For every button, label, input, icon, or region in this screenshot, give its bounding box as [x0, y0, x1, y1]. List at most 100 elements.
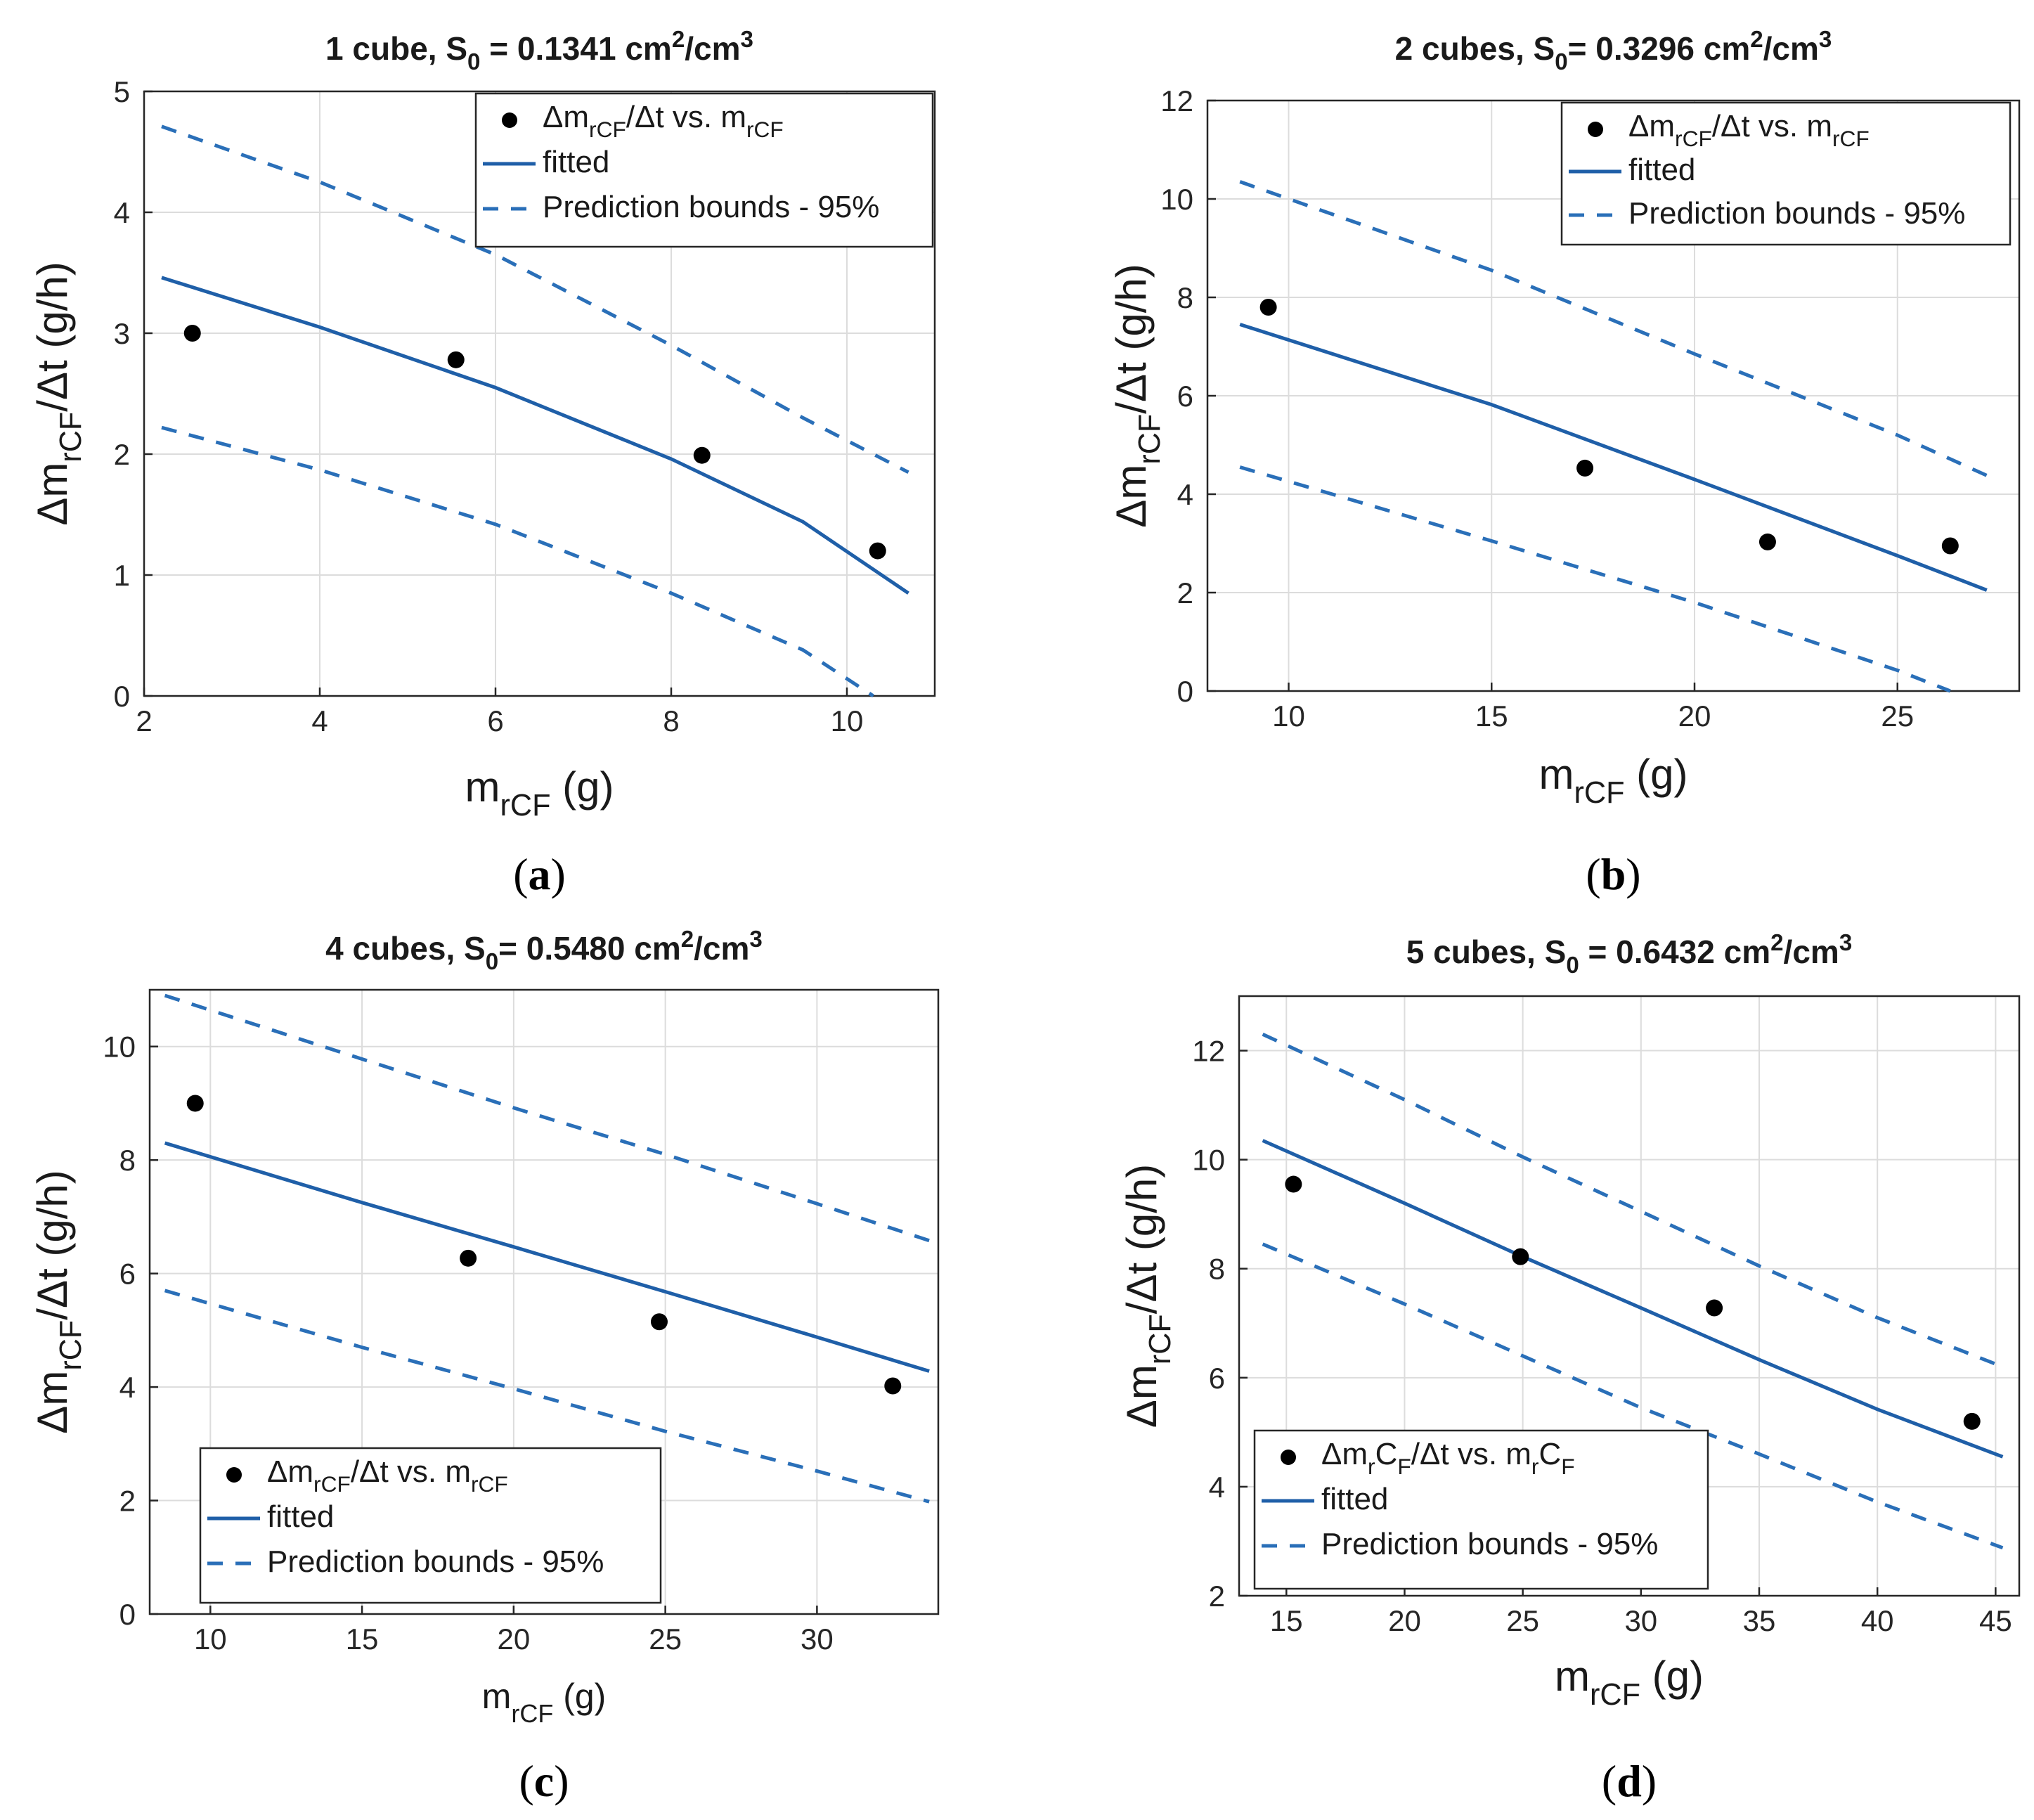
- upper-prediction-bound: [161, 124, 909, 475]
- legend-box: [474, 92, 934, 248]
- lower-prediction-bound: [161, 425, 874, 698]
- axes-box: [143, 90, 936, 697]
- chart-title: 1 cube, S0 = 0.1341 cm2/cm3: [325, 27, 753, 75]
- lower-prediction-bound: [164, 1289, 930, 1504]
- x-tick-label: 4: [311, 704, 328, 737]
- fitted-line: [161, 276, 909, 595]
- y-axis-label: ΔmrCF/Δt (g/h): [29, 262, 88, 525]
- y-tick-label: 4: [114, 196, 130, 229]
- y-tick-label: 8: [1177, 281, 1193, 314]
- data-point: [1576, 459, 1594, 477]
- data-point: [650, 1313, 668, 1331]
- lower-prediction-bound: [1239, 465, 1951, 693]
- panel-label: (b): [1586, 849, 1640, 899]
- y-tick-label: 1: [114, 559, 130, 592]
- data-point: [869, 542, 886, 560]
- axes-box: [148, 988, 940, 1615]
- x-tick-label: 15: [1475, 699, 1508, 732]
- legend-box: [1560, 101, 2012, 246]
- y-tick-label: 6: [1177, 380, 1193, 413]
- x-tick-label: 15: [1270, 1604, 1303, 1637]
- legend-label-bounds: Prediction bounds - 95%: [267, 1544, 604, 1579]
- upper-prediction-bound: [1262, 1033, 2004, 1369]
- y-axis-label: ΔmrCF/Δt (g/h): [29, 1170, 88, 1433]
- x-tick-label: 25: [1506, 1604, 1539, 1637]
- data-point: [1259, 299, 1277, 316]
- legend-label-fit: fitted: [1321, 1482, 1388, 1516]
- y-tick-label: 0: [1177, 675, 1193, 708]
- y-tick-label: 2: [114, 438, 130, 471]
- y-tick-label: 10: [103, 1031, 136, 1064]
- x-tick-label: 30: [801, 1622, 834, 1656]
- legend-marker-points: [1281, 1450, 1296, 1465]
- axes-box: [1238, 995, 2021, 1597]
- panel-label: (d): [1602, 1756, 1657, 1806]
- panel-c: 10 15 20 25 30 0 2 4 6 8 10 4 cubes, S0= 0.5480 cm2…: [29, 927, 940, 1806]
- y-axis-label: ΔmrCF/Δt (g/h): [1118, 1164, 1177, 1428]
- y-tick-label: 4: [1177, 478, 1193, 511]
- data-point: [460, 1249, 477, 1267]
- x-tick-label: 10: [194, 1622, 227, 1656]
- panel-label: (c): [519, 1756, 569, 1806]
- y-tick-label: 10: [1160, 183, 1193, 216]
- data-point: [1512, 1248, 1529, 1265]
- chart-title: 4 cubes, S0= 0.5480 cm2/cm3: [325, 927, 763, 975]
- legend-label-points: ΔmrCF/Δt vs. mrCF: [1321, 1437, 1575, 1479]
- legend-box: [1253, 1429, 1709, 1590]
- x-tick-label: 20: [1388, 1604, 1421, 1637]
- x-tick-label: 6: [487, 704, 503, 737]
- panel-b: 10 15 20 25 0 2 4 6 8 10 12 2 cubes, S0= 0.3296 cm2…: [1108, 27, 2021, 899]
- panel-a: 2 4 6 8 10 0 1 2 3 4 5 1 cube, S0 = 0.1341 cm2/cm3 m…: [29, 27, 936, 899]
- legend-label-points: ΔmrCF/Δt vs. mrCF: [543, 100, 784, 142]
- x-axis-label: mrCF (g): [482, 1677, 607, 1728]
- x-axis-label: mrCF (g): [1539, 751, 1688, 810]
- upper-prediction-bound: [1239, 180, 1988, 477]
- x-tick-label: 10: [831, 704, 864, 737]
- y-tick-label: 6: [1209, 1362, 1225, 1395]
- data-point: [884, 1377, 902, 1395]
- x-tick-label: 8: [663, 704, 679, 737]
- legend-marker-points: [502, 112, 517, 128]
- x-tick-label: 10: [1272, 699, 1305, 732]
- legend-label-bounds: Prediction bounds - 95%: [543, 190, 879, 224]
- legend-box: [199, 1447, 662, 1604]
- x-tick-label: 25: [649, 1622, 682, 1656]
- legend-marker-points: [226, 1467, 242, 1483]
- data-point: [447, 351, 465, 368]
- legend-label-fit: fitted: [1628, 153, 1695, 187]
- data-point: [1706, 1299, 1723, 1317]
- legend-label-fit: fitted: [543, 145, 609, 179]
- y-tick-label: 4: [119, 1371, 136, 1404]
- y-tick-label: 8: [1209, 1253, 1225, 1286]
- x-tick-label: 30: [1624, 1604, 1657, 1637]
- data-point: [183, 325, 201, 342]
- data-point: [1758, 533, 1776, 550]
- y-tick-label: 8: [119, 1144, 136, 1177]
- x-axis-label: mrCF (g): [1555, 1653, 1704, 1712]
- legend-label-points: ΔmrCF/Δt vs. mrCF: [1628, 109, 1870, 151]
- x-tick-label: 15: [346, 1622, 379, 1656]
- data-point: [1963, 1412, 1981, 1430]
- x-tick-label: 2: [136, 704, 152, 737]
- data-point: [693, 446, 711, 464]
- fitted-line: [1239, 323, 1988, 592]
- x-tick-label: 40: [1861, 1604, 1894, 1637]
- x-tick-label: 20: [497, 1622, 530, 1656]
- legend-label-bounds: Prediction bounds - 95%: [1321, 1527, 1658, 1561]
- y-tick-label: 10: [1192, 1144, 1225, 1177]
- legend-label-points: ΔmrCF/Δt vs. mrCF: [267, 1454, 508, 1497]
- y-tick-label: 4: [1209, 1471, 1225, 1504]
- upper-prediction-bound: [164, 993, 930, 1243]
- x-tick-label: 20: [1678, 699, 1711, 732]
- legend-label-fit: fitted: [267, 1499, 334, 1534]
- y-tick-label: 2: [1209, 1580, 1225, 1613]
- y-tick-label: 6: [119, 1258, 136, 1291]
- data-point: [1941, 537, 1959, 555]
- fitted-line: [164, 1141, 930, 1373]
- y-tick-label: 2: [1177, 576, 1193, 609]
